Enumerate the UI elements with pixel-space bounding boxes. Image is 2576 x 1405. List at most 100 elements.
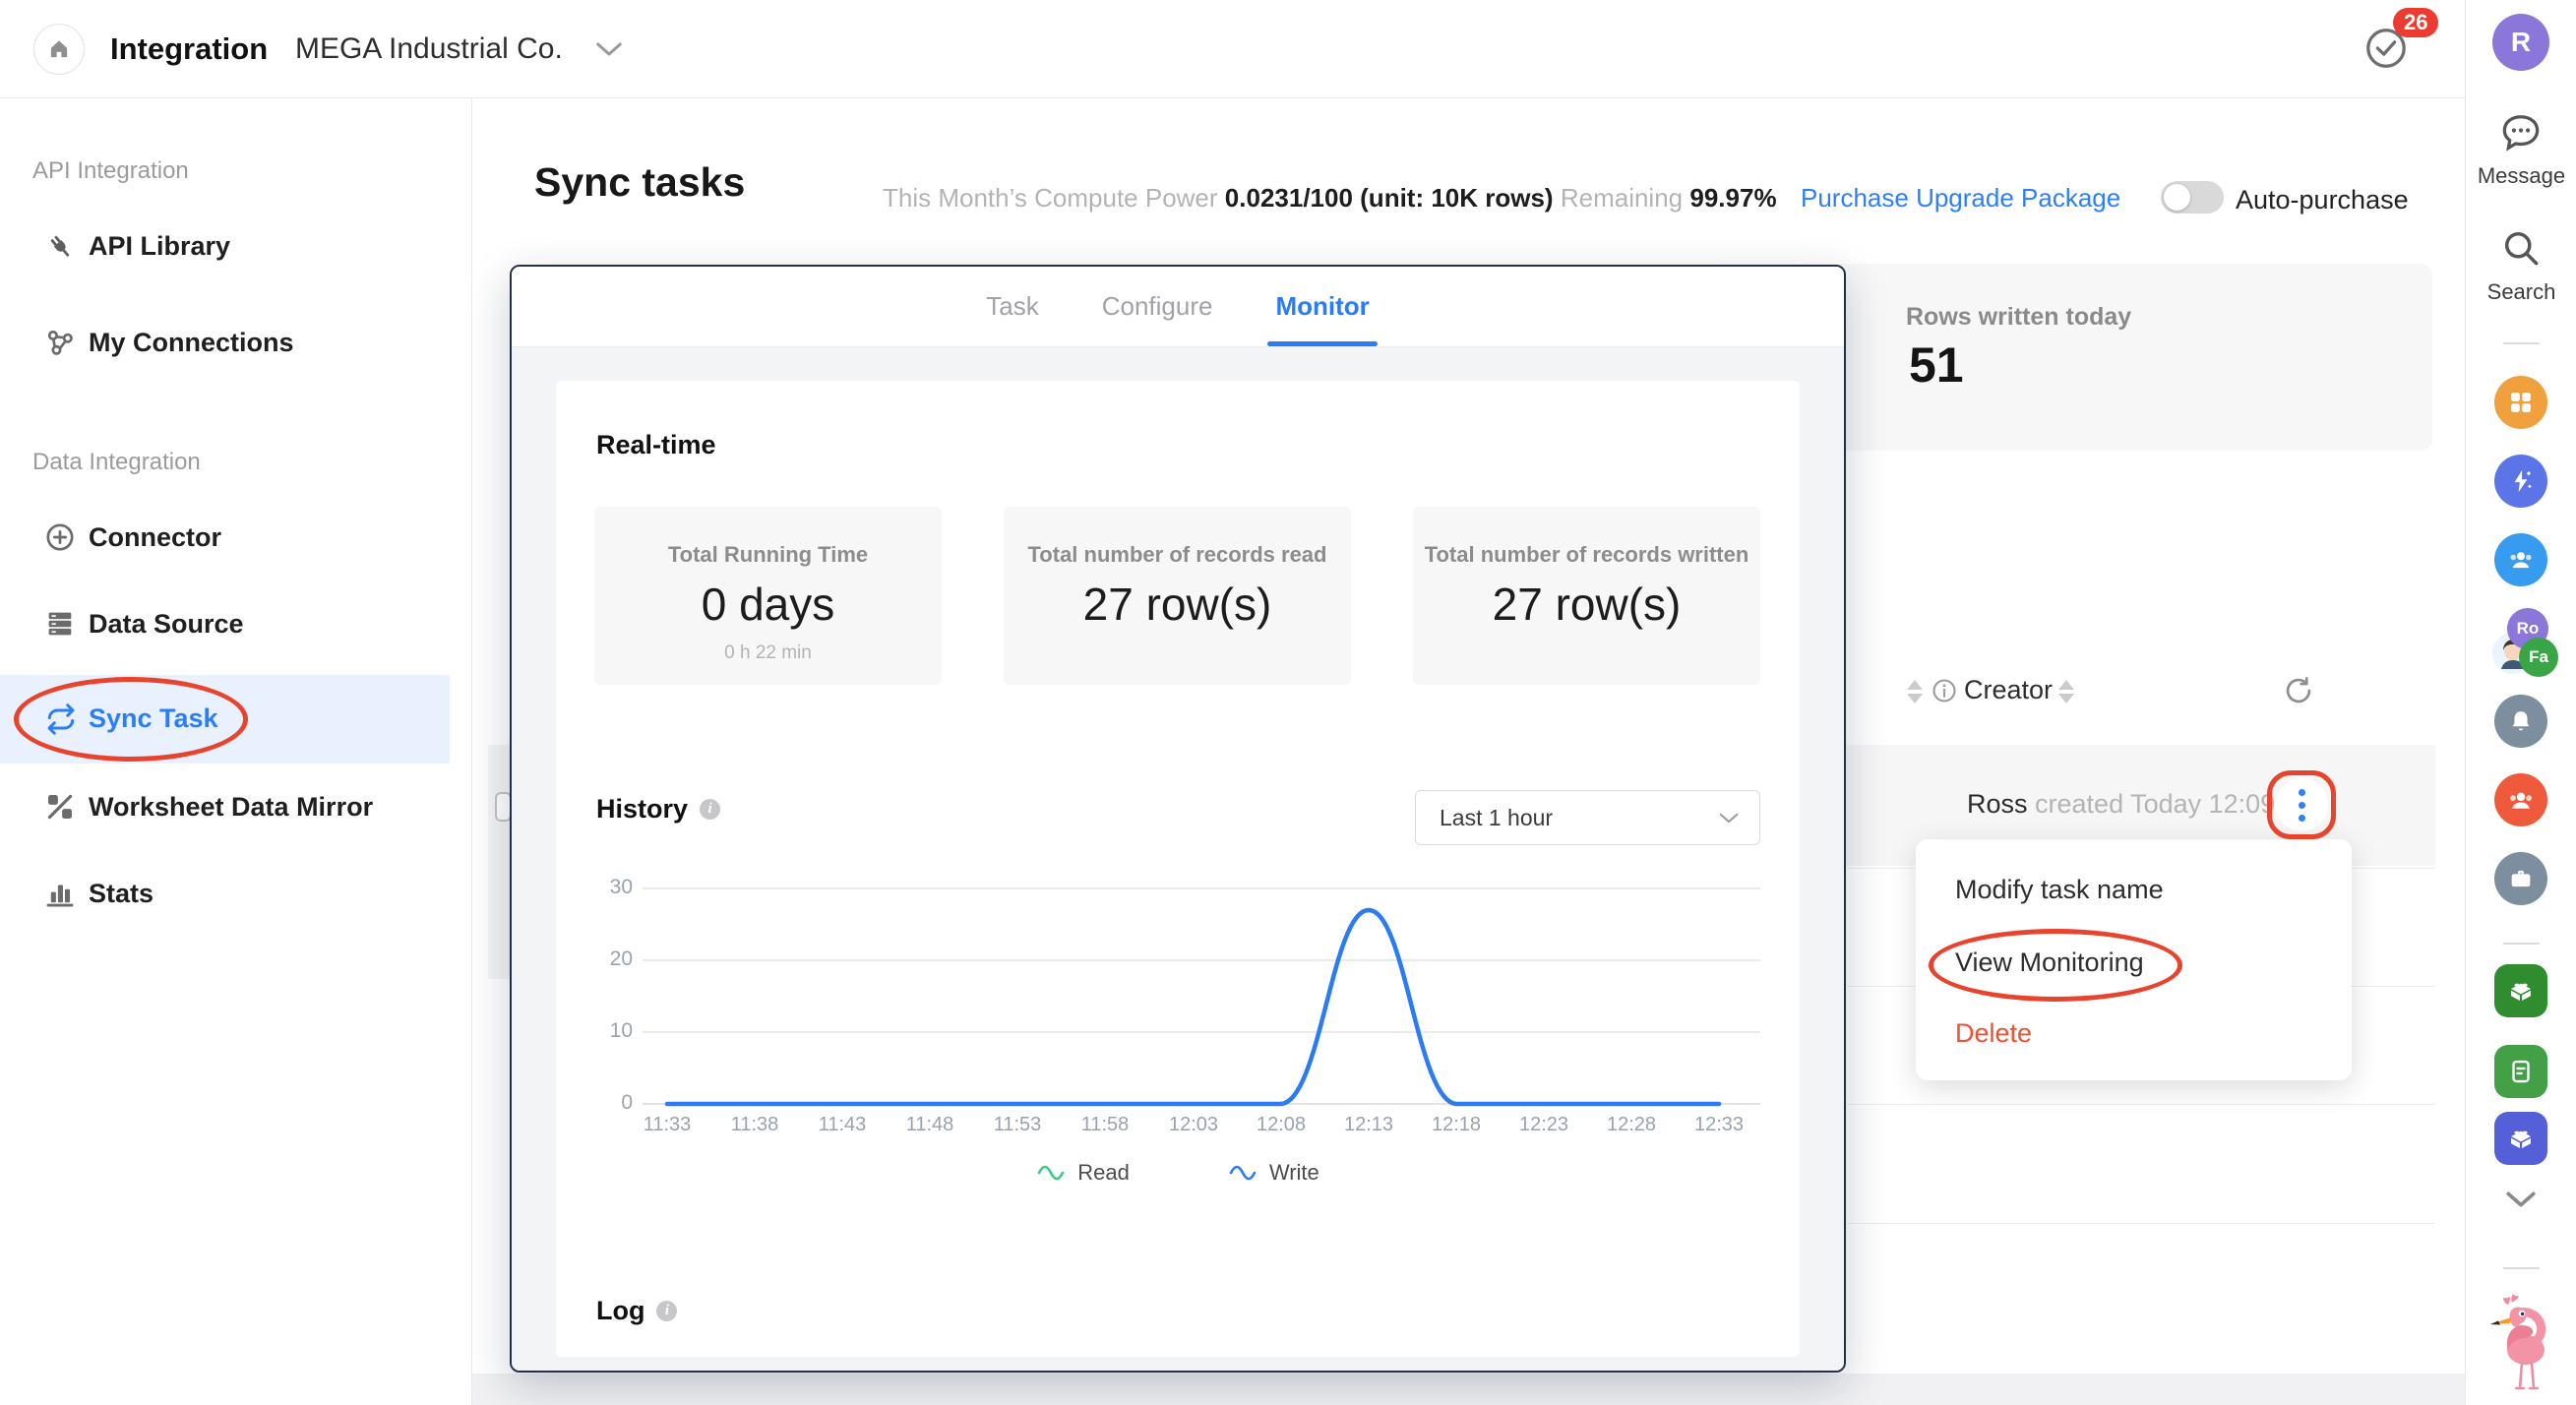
home-button[interactable] [33,24,85,75]
sync-task-monitor-modal: Task Configure Monitor Real-time Total R… [510,265,1846,1373]
sidebar-item-sync-task[interactable]: Sync Task [0,675,450,764]
x-tick: 11:38 [730,1114,779,1135]
sync-icon [43,702,79,737]
created-meta: created Today 12:09 [2035,789,2276,819]
search-button[interactable] [2499,226,2543,270]
rail-contacts[interactable] [2494,533,2547,586]
nodes-icon [43,326,77,359]
x-tick: 12:23 [1518,1114,1569,1135]
history-info-icon[interactable]: i [700,799,721,820]
rail-widget-indigo[interactable] [2494,1112,2547,1165]
compute-value: 0.0231/100 (unit: 10K rows) [1224,183,1554,213]
rail-automation[interactable] [2494,455,2547,508]
tab-monitor[interactable]: Monitor [1267,268,1379,346]
background-row-sliver [488,745,510,979]
menu-item-view-monitoring[interactable]: View Monitoring [1955,947,2144,977]
sort-control-right[interactable] [2058,677,2074,703]
workspace-selector[interactable]: MEGA Industrial Co. [295,32,563,65]
user-avatar[interactable]: R [2492,14,2549,71]
legend-read[interactable]: Read [1036,1160,1130,1186]
page-background-strip [472,1374,2465,1405]
rail-widget-green[interactable] [2494,964,2547,1017]
remaining-value: 99.97% [1689,183,1777,213]
history-heading: History i [596,794,721,825]
sidebar-item-data-source[interactable]: Data Source [0,602,450,647]
modal-tabbar: Task Configure Monitor [512,267,1844,347]
sidebar-item-stats[interactable]: Stats [0,872,450,917]
menu-item-delete[interactable]: Delete [1955,1018,2033,1048]
auto-purchase-toggle[interactable] [2161,181,2224,214]
compute-power-summary: This Month’s Compute Power 0.0231/100 (u… [883,183,1777,214]
refresh-icon [2286,677,2311,703]
read-series-line [667,907,1719,1106]
lego-brick-icon [2494,1112,2547,1165]
home-icon [50,40,68,58]
flamingo-mascot[interactable] [2483,1291,2559,1393]
rail-doc-green[interactable] [2494,1045,2547,1098]
notification-badge: 26 [2393,8,2439,37]
message-bubble-icon [2502,115,2540,152]
refresh-button[interactable] [2283,675,2314,706]
write-series-line [664,907,1722,1107]
topbar: Integration MEGA Industrial Co. 26 [0,0,2465,98]
member-avatar-fa: Fa [2519,638,2558,677]
y-tick: 20 [609,947,633,970]
sidebar-item-worksheet-data-mirror[interactable]: Worksheet Data Mirror [0,785,450,830]
rail-workbench[interactable] [2494,852,2547,905]
rail-notifications[interactable] [2494,695,2547,748]
briefcase-icon [2494,852,2547,905]
members-group-icon [2494,773,2547,826]
row-menu-button[interactable] [2275,778,2328,831]
x-tick: 12:28 [1606,1114,1657,1135]
message-button[interactable] [2497,110,2545,155]
rail-expand-button[interactable] [2504,1189,2538,1210]
creator-info-icon[interactable] [1931,677,1958,704]
x-tick: 12:08 [1256,1114,1307,1135]
menu-item-modify-task-name[interactable]: Modify task name [1955,875,2164,904]
x-tick: 12:33 [1693,1114,1745,1135]
sidebar-item-api-library[interactable]: API Library [0,224,450,270]
automation-bolt-icon [2494,455,2547,508]
mirror-icon [43,790,77,824]
remaining-label: Remaining [1560,183,1684,213]
log-info-icon[interactable]: i [656,1301,678,1321]
search-icon [2504,231,2539,266]
time-range-value: Last 1 hour [1440,805,1554,830]
rows-written-value: 51 [1909,337,1964,393]
sidebar-item-my-connections[interactable]: My Connections [0,321,450,366]
x-tick: 11:43 [818,1114,867,1135]
rail-divider [2503,342,2540,344]
time-range-select[interactable]: Last 1 hour [1415,790,1760,845]
y-tick: 30 [609,876,633,898]
bar-chart-icon [43,877,77,910]
rail-divider [2503,1267,2540,1269]
tasks-check-button[interactable] [2363,26,2409,71]
chevron-down-icon [1719,813,1739,824]
history-chart: 30 20 10 0 11:33 11:38 11:43 11:48 11:53… [597,876,1760,1143]
right-rail: R Message Search Ro Fa [2465,0,2576,1405]
x-tick: 12:03 [1168,1114,1219,1135]
rail-members[interactable] [2494,773,2547,826]
tab-task[interactable]: Task [986,291,1039,321]
lego-brick-icon [2494,964,2547,1017]
y-tick: 10 [609,1019,633,1042]
log-heading: Log i [596,1296,678,1326]
sidebar: API Integration API Library My Connectio… [0,98,472,1405]
stat-card-records-written: Total number of records written 27 row(s… [1413,507,1760,685]
plug-icon [43,229,77,263]
rail-app-grid[interactable] [2494,376,2547,429]
monitor-panel: Real-time Total Running Time 0 days 0 h … [556,381,1800,1357]
tab-configure[interactable]: Configure [1101,291,1213,321]
chevron-down-icon[interactable] [594,39,624,59]
sidebar-section-data-integration: Data Integration [32,449,201,475]
product-title: Integration [110,31,269,66]
creator-column-header[interactable]: Creator [1964,675,2054,704]
realtime-heading: Real-time [596,430,716,459]
sort-control-left[interactable] [1907,677,1923,703]
circle-plus-icon [43,520,77,554]
rail-avatar-cluster[interactable]: Ro Fa [2489,608,2558,677]
legend-write[interactable]: Write [1228,1160,1319,1186]
purchase-upgrade-link[interactable]: Purchase Upgrade Package [1801,183,2121,213]
sidebar-section-api-integration: API Integration [32,157,189,184]
sidebar-item-connector[interactable]: Connector [0,516,450,561]
